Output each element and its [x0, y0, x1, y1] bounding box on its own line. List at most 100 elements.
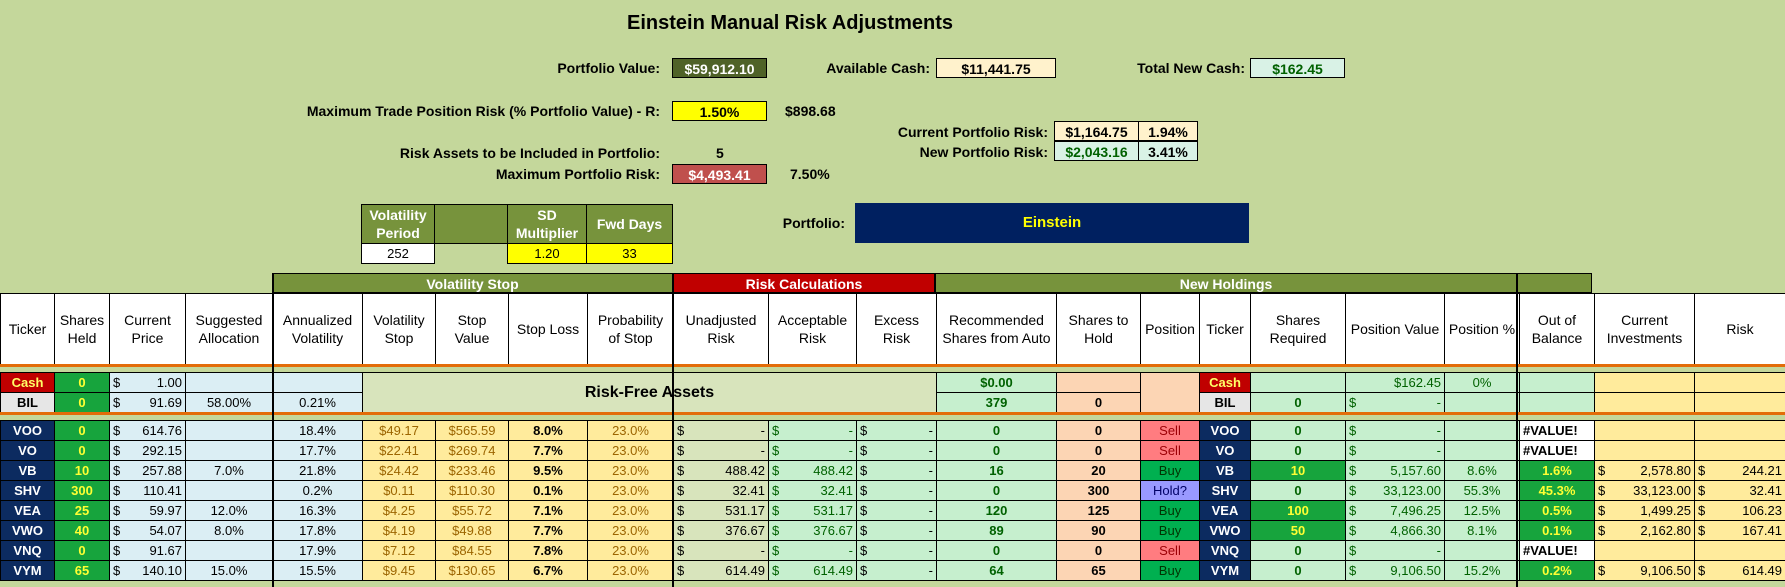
prob-stop-cell: 23.0% [587, 520, 674, 541]
position-pct-cell: 55.3% [1444, 480, 1520, 501]
shares-to-hold-cell[interactable]: 125 [1056, 500, 1141, 521]
orange-divider [0, 364, 1785, 373]
acceptable-risk-cell: $32.41 [768, 480, 857, 501]
max-portfolio-risk-label: Maximum Portfolio Risk: [495, 166, 660, 182]
position-cell: Buy [1140, 520, 1200, 541]
shares-required-cell: 0 [1250, 560, 1346, 581]
shares-held-cell[interactable]: 65 [54, 560, 110, 581]
shares-held-cell[interactable]: 10 [54, 460, 110, 481]
risk-cell: $106.23 [1694, 500, 1785, 521]
col-recommended-shares: Recommended Shares from Auto [936, 293, 1057, 366]
col-shares-required: Shares Required [1250, 293, 1346, 366]
shares-to-hold-cell[interactable]: 300 [1056, 480, 1141, 501]
allocation-cell[interactable]: 15.0% [185, 560, 273, 581]
asset-rows: VOO 0 $614.76 18.4% $49.17 $565.59 8.0% 23.0% $ -… [0, 420, 1785, 581]
stop-value-cell: $233.46 [435, 460, 509, 481]
shares-held-cell[interactable]: 25 [54, 500, 110, 521]
position-value-cell: $9,106.50 [1345, 560, 1445, 581]
allocation-cell[interactable]: 12.0% [185, 500, 273, 521]
shares-held-cell[interactable]: 300 [54, 480, 110, 501]
current-investments-cell: $33,123.00 [1594, 480, 1695, 501]
current-investments-cell: $2,578.80 [1594, 460, 1695, 481]
prob-stop-cell: 23.0% [587, 440, 674, 461]
excess-risk-cell: $ - [856, 480, 937, 501]
oob-cell: 1.6% [1519, 460, 1595, 481]
risk-cell: $244.21 [1694, 460, 1785, 481]
shares-to-hold-cell[interactable]: 90 [1056, 520, 1141, 541]
risk-cell: $167.41 [1694, 520, 1785, 541]
shares-held-cell[interactable]: 0 [54, 420, 110, 441]
params-spacer [434, 204, 508, 244]
section-border-mid [672, 273, 674, 587]
col-volatility-stop: Volatility Stop [362, 293, 436, 366]
allocation-cell[interactable]: 58.00% [185, 392, 273, 414]
vol-period-input[interactable]: 252 [361, 243, 435, 264]
allocation-cell[interactable]: 8.0% [185, 520, 273, 541]
risk-free-assets-label: Risk-Free Assets [362, 372, 937, 414]
prob-stop-cell: 23.0% [587, 460, 674, 481]
available-cash-label: Available Cash: [826, 60, 930, 76]
sd-mult-input[interactable]: 1.20 [507, 243, 587, 264]
risk-cell [1694, 420, 1785, 441]
shares-required-cell: 100 [1250, 500, 1346, 521]
shares-to-hold-cell[interactable]: 0 [1056, 420, 1141, 441]
col-position-value: Position Value [1345, 293, 1445, 366]
rec-shares-cell: 89 [936, 520, 1057, 541]
shares-held-cell[interactable]: 40 [54, 520, 110, 541]
shares-held-cell[interactable]: 0 [54, 392, 110, 414]
ticker-cell: SHV [0, 480, 55, 501]
col-unadjusted-risk: Unadjusted Risk [673, 293, 769, 366]
volatility-cell: 0.21% [272, 392, 363, 414]
risk-assets-label: Risk Assets to be Included in Portfolio: [399, 145, 660, 161]
shares-held-cell[interactable]: 0 [54, 540, 110, 561]
volatility-cell: 0.2% [272, 480, 363, 501]
cash-row: Cash 0 $1.00 Risk-Free Assets $0.00 Cash… [0, 372, 1785, 414]
shares-held-cell[interactable]: 0 [54, 440, 110, 461]
allocation-cell[interactable] [185, 440, 273, 461]
risk-cell [1694, 392, 1785, 414]
current-investments-cell: $9,106.50 [1594, 560, 1695, 581]
new-risk-amt: $2,043.16 [1054, 141, 1139, 161]
vol-stop-cell: $0.11 [362, 480, 436, 501]
asset-row-vwo: VWO 40 $54.07 8.0% 17.8% $4.19 $49.88 7.7% 23.0%… [0, 520, 1785, 541]
col-acceptable-risk: Acceptable Risk [768, 293, 857, 366]
acceptable-risk-cell: $376.67 [768, 520, 857, 541]
shares-to-hold-cell[interactable]: 0 [1056, 440, 1141, 461]
position-value-cell: $4,866.30 [1345, 520, 1445, 541]
shares-required-cell [1250, 372, 1346, 393]
shares-to-hold-cell[interactable]: 65 [1056, 560, 1141, 581]
asset-row-vym: VYM 65 $140.10 15.0% 15.5% $9.45 $130.65 6.7% 23… [0, 560, 1785, 581]
max-portfolio-risk-amt: $4,493.41 [672, 164, 767, 184]
price-cell: $91.67 [109, 540, 186, 561]
position-pct-cell: 15.2% [1444, 560, 1520, 581]
unadjusted-risk-cell: $376.67 [673, 520, 769, 541]
stop-value-cell: $84.55 [435, 540, 509, 561]
max-trade-risk-pct[interactable]: 1.50% [672, 101, 767, 121]
shares-required-cell: 10 [1250, 460, 1346, 481]
max-trade-risk-amt: $898.68 [785, 103, 836, 119]
position-pct-cell [1444, 420, 1520, 441]
allocation-cell[interactable] [185, 480, 273, 501]
allocation-cell[interactable] [185, 420, 273, 441]
acceptable-risk-cell: $ - [768, 440, 857, 461]
unadjusted-risk-cell: $531.17 [673, 500, 769, 521]
fwd-days-input[interactable]: 33 [586, 243, 673, 264]
position-cell: Sell [1140, 420, 1200, 441]
ticker-cell: VOO [0, 420, 55, 441]
allocation-cell[interactable] [185, 372, 273, 393]
portfolio-label: Portfolio: [782, 215, 845, 231]
shares-to-hold-cell[interactable]: 0 [1056, 540, 1141, 561]
position-pct-cell: 8.1% [1444, 520, 1520, 541]
allocation-cell[interactable]: 7.0% [185, 460, 273, 481]
ticker2-cell: SHV [1199, 480, 1251, 501]
stop-value-cell: $130.65 [435, 560, 509, 581]
allocation-cell[interactable] [185, 540, 273, 561]
rec-shares-cell: 0 [936, 540, 1057, 561]
oob-cell: #VALUE! [1519, 440, 1595, 461]
ticker2-cell: BIL [1199, 392, 1251, 414]
position-pct-cell [1444, 392, 1520, 414]
shares-to-hold-cell: 0 [1056, 392, 1141, 414]
shares-to-hold-cell[interactable]: 20 [1056, 460, 1141, 481]
shares-held-cell[interactable]: 0 [54, 372, 110, 393]
asset-row-vb: VB 10 $257.88 7.0% 21.8% $24.42 $233.46 9.5% 23.… [0, 460, 1785, 481]
